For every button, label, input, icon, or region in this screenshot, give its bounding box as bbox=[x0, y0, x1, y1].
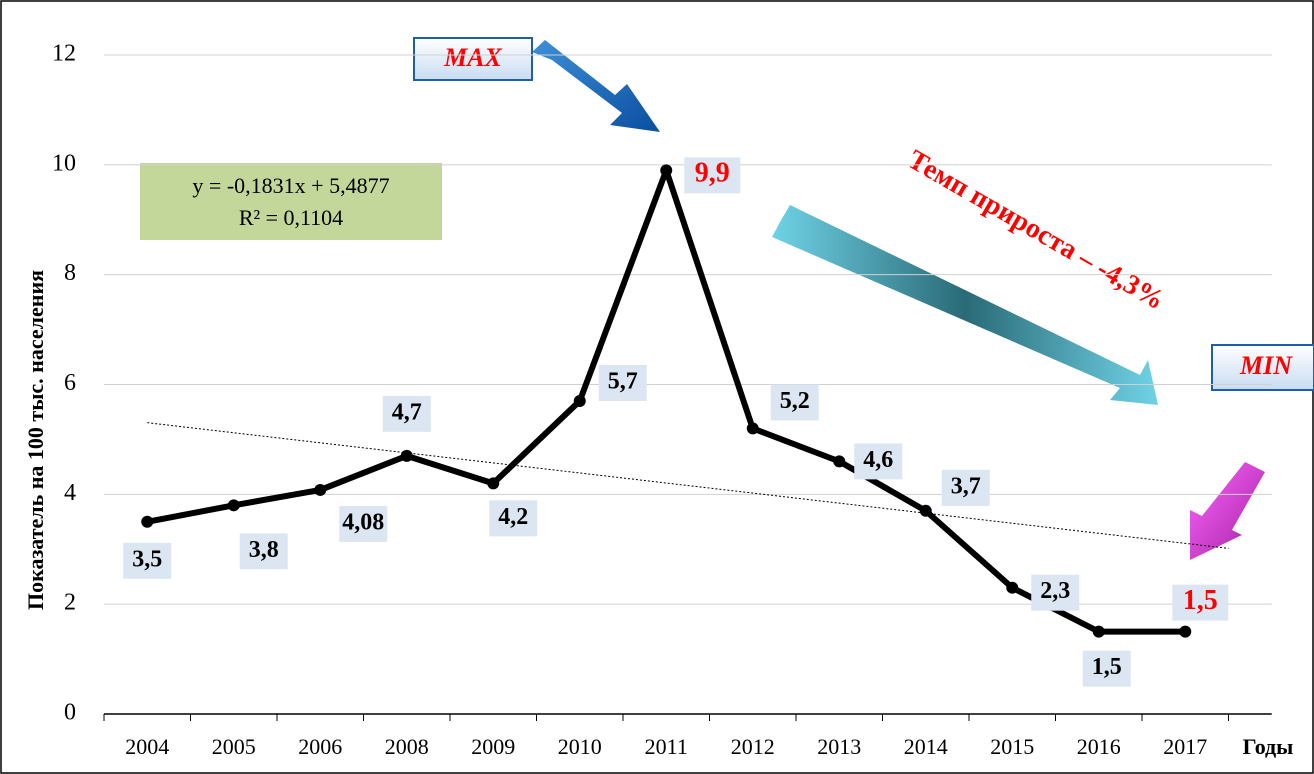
x-tick-label: 2016 bbox=[1077, 734, 1121, 759]
y-tick-label: 6 bbox=[64, 370, 76, 396]
x-tick-label: 2009 bbox=[471, 734, 515, 759]
data-point bbox=[747, 422, 759, 434]
data-point bbox=[487, 477, 499, 489]
value-label: 4,2 bbox=[498, 504, 528, 530]
data-point bbox=[401, 450, 413, 462]
value-label: 4,08 bbox=[342, 509, 384, 535]
value-label: 5,7 bbox=[608, 368, 638, 394]
value-label: 3,8 bbox=[249, 537, 279, 563]
min-label: MIN bbox=[1239, 351, 1293, 380]
x-tick-label: 2017 bbox=[1163, 734, 1207, 759]
x-tick-label: 2013 bbox=[817, 734, 861, 759]
data-point bbox=[660, 164, 672, 176]
data-point bbox=[920, 505, 932, 517]
x-tick-label: 2004 bbox=[125, 734, 169, 759]
x-axis-label: Годы bbox=[1243, 734, 1294, 759]
value-label: 9,9 bbox=[695, 158, 730, 189]
x-tick-label: 2006 bbox=[298, 734, 342, 759]
x-tick-label: 2012 bbox=[731, 734, 775, 759]
x-tick-label: 2011 bbox=[645, 734, 688, 759]
data-point bbox=[833, 455, 845, 467]
max-label: MAX bbox=[443, 43, 502, 72]
y-tick-label: 2 bbox=[64, 590, 76, 616]
value-label: 3,7 bbox=[951, 473, 981, 499]
x-tick-label: 2008 bbox=[385, 734, 429, 759]
trend-r2: R² = 0,1104 bbox=[239, 205, 343, 230]
x-tick-label: 2010 bbox=[558, 734, 602, 759]
y-tick-label: 12 bbox=[52, 41, 76, 67]
value-label: 2,3 bbox=[1040, 578, 1070, 604]
y-tick-label: 8 bbox=[64, 260, 76, 286]
data-point bbox=[1179, 626, 1191, 638]
x-tick-label: 2015 bbox=[990, 734, 1034, 759]
y-tick-label: 0 bbox=[64, 700, 76, 726]
value-label: 4,7 bbox=[392, 399, 422, 425]
page: Показатель на 100 тыс. населения Годы y … bbox=[0, 0, 1314, 774]
x-tick-label: 2005 bbox=[212, 734, 256, 759]
data-point bbox=[574, 395, 586, 407]
trend-equation: y = -0,1831x + 5,4877 bbox=[192, 173, 389, 198]
value-label: 3,5 bbox=[132, 546, 162, 572]
chart: Показатель на 100 тыс. населения Годы y … bbox=[0, 0, 1314, 774]
data-point bbox=[314, 484, 326, 496]
data-point bbox=[1093, 626, 1105, 638]
value-label: 4,6 bbox=[863, 447, 893, 473]
data-point bbox=[141, 516, 153, 528]
y-tick-label: 10 bbox=[52, 150, 76, 176]
x-tick-label: 2014 bbox=[904, 734, 948, 759]
value-label: 1,5 bbox=[1092, 654, 1122, 680]
value-label: 5,2 bbox=[780, 388, 810, 414]
y-tick-label: 4 bbox=[64, 480, 76, 506]
y-axis-label: Показатель на 100 тыс. населения bbox=[23, 270, 48, 610]
data-point bbox=[1006, 582, 1018, 594]
value-label: 1,5 bbox=[1183, 585, 1218, 616]
data-point bbox=[228, 499, 240, 511]
